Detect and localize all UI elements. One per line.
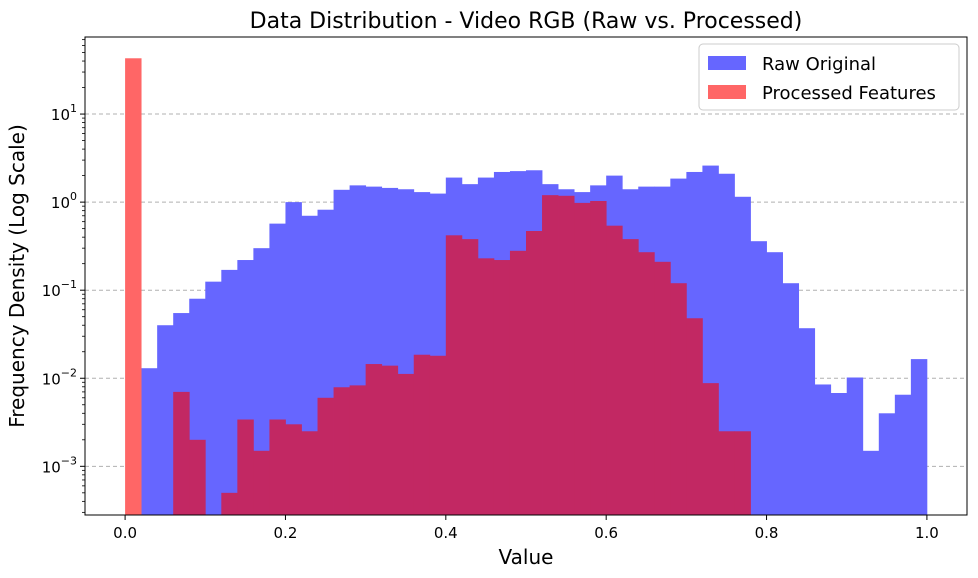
bar-overlap bbox=[622, 239, 639, 515]
legend-frame bbox=[698, 43, 960, 111]
bar-raw-original bbox=[766, 252, 783, 515]
y-tick-label: 10−3 bbox=[42, 454, 77, 476]
bar-overlap bbox=[509, 250, 527, 516]
legend-swatch-processed-features bbox=[708, 85, 746, 99]
bar-raw-original bbox=[141, 368, 158, 515]
bar-overlap bbox=[269, 419, 286, 515]
x-tick-label: 0.0 bbox=[113, 524, 137, 542]
y-tick-label: 101 bbox=[51, 102, 77, 124]
plot-frame bbox=[84, 36, 968, 516]
bar-overlap bbox=[189, 439, 206, 515]
bar-raw-original bbox=[846, 377, 864, 515]
bar-raw-original bbox=[157, 325, 174, 515]
bar-raw-original bbox=[750, 241, 767, 516]
bar-overlap bbox=[317, 397, 334, 515]
legend-label-raw-original: Raw Original bbox=[762, 54, 876, 75]
bar-overlap bbox=[526, 231, 543, 515]
legend: Raw Original Processed Features bbox=[698, 43, 960, 111]
bar-overlap bbox=[734, 431, 751, 515]
bar-raw-original bbox=[205, 281, 222, 515]
bar-overlap bbox=[686, 318, 703, 515]
bar-overlap bbox=[670, 283, 687, 515]
bar-overlap bbox=[702, 383, 719, 515]
y-tick-label: 100 bbox=[51, 190, 77, 212]
bar-raw-original bbox=[798, 328, 816, 515]
x-tick-label: 0.2 bbox=[274, 524, 298, 542]
bar-overlap bbox=[221, 492, 238, 515]
bar-overlap bbox=[542, 195, 559, 515]
bar-overlap bbox=[558, 195, 575, 515]
bar-overlap bbox=[333, 387, 350, 515]
bar-overlap bbox=[654, 261, 671, 515]
bar-overlap bbox=[429, 355, 447, 515]
bar-raw-original bbox=[782, 283, 800, 515]
bar-overlap bbox=[477, 258, 495, 515]
bar-raw-original bbox=[830, 393, 848, 515]
x-axis-title: Value bbox=[499, 545, 554, 569]
bar-raw-original bbox=[894, 394, 912, 515]
bar-raw-original bbox=[221, 269, 238, 515]
bar-overlap bbox=[606, 225, 623, 515]
bar-overlap bbox=[301, 431, 318, 515]
bar-overlap bbox=[237, 419, 254, 515]
bar-raw-original bbox=[910, 359, 928, 515]
bar-overlap bbox=[461, 239, 479, 515]
y-axis-title: Frequency Density (Log Scale) bbox=[5, 124, 29, 428]
x-tick-label: 1.0 bbox=[915, 524, 939, 542]
bar-overlap bbox=[253, 450, 270, 515]
chart-title: Data Distribution - Video RGB (Raw vs. P… bbox=[250, 9, 803, 34]
bar-raw-original bbox=[814, 384, 832, 515]
x-tick-label: 0.4 bbox=[434, 524, 458, 542]
bar-raw-original bbox=[253, 248, 270, 516]
bar-raw-original bbox=[718, 173, 735, 515]
bar-overlap bbox=[349, 385, 367, 515]
bar-raw-original bbox=[878, 413, 896, 515]
legend-label-processed-features: Processed Features bbox=[762, 83, 936, 104]
bar-overlap bbox=[285, 424, 302, 515]
legend-swatch-raw-original bbox=[708, 56, 746, 70]
axes-layer: 0.0 0.2 0.4 0.6 0.8 1.0 101 100 10−1 10−2 10−3 bbox=[42, 39, 939, 542]
bar-overlap bbox=[445, 235, 463, 516]
bar-overlap bbox=[718, 431, 735, 515]
bar-overlap bbox=[493, 260, 511, 515]
y-tick-label: 10−1 bbox=[42, 278, 77, 300]
y-tick-label: 10−2 bbox=[42, 366, 77, 388]
bar-overlap bbox=[638, 252, 655, 515]
bar-overlap bbox=[381, 365, 399, 515]
bar-raw-original bbox=[862, 450, 880, 515]
bar-overlap bbox=[413, 354, 431, 515]
bar-overlap bbox=[590, 200, 607, 516]
bar-overlap bbox=[173, 391, 190, 515]
x-tick-label: 0.8 bbox=[755, 524, 779, 542]
x-tick-label: 0.6 bbox=[594, 524, 618, 542]
bar-overlap bbox=[365, 364, 383, 515]
bars-layer bbox=[125, 58, 928, 516]
bar-overlap bbox=[574, 202, 591, 515]
bar-processed-features bbox=[125, 58, 142, 515]
bar-overlap bbox=[397, 373, 415, 515]
